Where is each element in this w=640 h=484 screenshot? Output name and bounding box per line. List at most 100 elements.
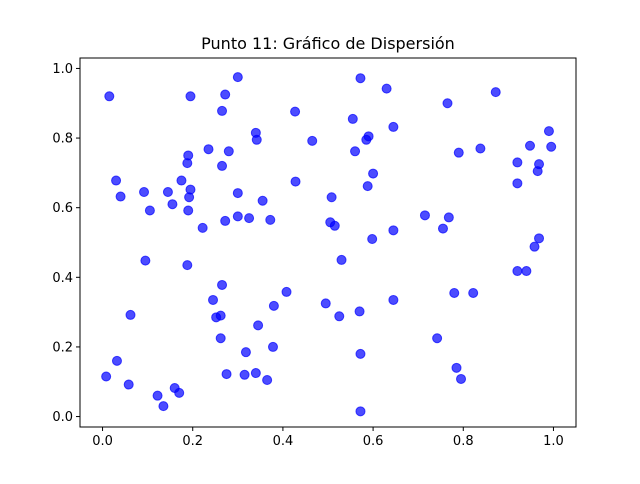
data-point-96 (174, 387, 185, 398)
data-point-12 (543, 126, 554, 137)
y-tick-label: 0.4 (52, 271, 73, 286)
data-point-60 (534, 233, 545, 244)
data-point-87 (451, 362, 462, 373)
y-tick-label: 1.0 (52, 62, 73, 77)
data-point-78 (334, 311, 345, 322)
data-point-38 (162, 187, 173, 198)
axes-frame (79, 57, 577, 428)
data-point-63 (140, 255, 151, 266)
data-point-93 (456, 373, 467, 384)
data-point-20 (203, 144, 214, 155)
data-point-23 (475, 143, 486, 154)
data-point-84 (240, 347, 251, 358)
data-point-77 (211, 312, 222, 323)
data-point-80 (253, 320, 264, 331)
x-tick-label: 0.8 (453, 434, 474, 449)
data-point-18 (525, 140, 536, 151)
data-point-22 (350, 146, 361, 157)
data-point-33 (176, 175, 187, 186)
data-point-90 (239, 369, 250, 380)
data-point-62 (336, 254, 347, 265)
data-point-42 (232, 188, 243, 199)
data-point-9 (290, 106, 301, 117)
data-point-21 (223, 146, 234, 157)
data-point-48 (232, 211, 243, 222)
data-point-57 (388, 225, 399, 236)
data-point-88 (101, 371, 112, 382)
data-point-4 (355, 73, 366, 84)
data-point-74 (268, 300, 279, 311)
data-point-17 (307, 135, 318, 146)
data-point-50 (419, 210, 430, 221)
data-point-64 (182, 260, 193, 271)
data-point-94 (123, 379, 134, 390)
data-point-85 (355, 348, 366, 359)
data-point-7 (490, 87, 501, 98)
data-point-6 (442, 98, 453, 109)
data-point-36 (512, 178, 523, 189)
data-point-27 (217, 160, 228, 171)
x-tick-label: 0.2 (182, 434, 203, 449)
data-point-24 (453, 147, 464, 158)
data-point-11 (388, 121, 399, 132)
data-point-79 (354, 306, 365, 317)
data-point-55 (329, 220, 340, 231)
data-point-3 (220, 89, 231, 100)
x-tick-label: 0.6 (363, 434, 384, 449)
data-point-61 (529, 241, 540, 252)
points-layer (101, 72, 557, 417)
data-point-99 (355, 406, 366, 417)
data-point-47 (183, 205, 194, 216)
data-point-51 (443, 212, 454, 223)
data-point-56 (197, 222, 208, 233)
x-tick-label: 0.0 (92, 434, 113, 449)
data-point-32 (111, 175, 122, 186)
data-point-82 (432, 333, 443, 344)
data-point-69 (449, 287, 460, 298)
data-point-68 (281, 286, 292, 297)
data-point-49 (244, 213, 255, 224)
data-point-46 (144, 205, 155, 216)
data-point-86 (111, 355, 122, 366)
x-tick-label: 1.0 (543, 434, 564, 449)
data-point-10 (347, 113, 358, 124)
data-point-16 (251, 134, 262, 145)
data-point-5 (381, 83, 392, 94)
data-point-81 (215, 333, 226, 344)
data-point-97 (152, 390, 163, 401)
data-point-52 (220, 215, 231, 226)
data-point-98 (158, 401, 169, 412)
data-point-2 (232, 72, 243, 83)
y-tick-label: 0.8 (52, 132, 73, 147)
data-point-41 (184, 192, 195, 203)
chart-title: Punto 11: Gráfico de Dispersión (201, 34, 455, 53)
data-point-40 (115, 191, 126, 202)
data-point-71 (208, 294, 219, 305)
data-point-26 (182, 158, 193, 169)
data-point-91 (250, 368, 261, 379)
data-point-58 (437, 223, 448, 234)
data-point-45 (167, 199, 178, 210)
data-point-28 (512, 157, 523, 168)
data-point-35 (362, 181, 373, 192)
data-point-83 (267, 341, 278, 352)
data-point-44 (257, 195, 268, 206)
data-point-67 (217, 279, 228, 290)
x-axis: 0.0 0.2 0.4 0.6 0.8 1.0 (92, 427, 564, 449)
data-point-34 (290, 176, 301, 187)
y-tick-label: 0.0 (52, 410, 73, 425)
data-point-65 (512, 266, 523, 277)
x-tick-label: 0.4 (273, 434, 294, 449)
data-point-30 (368, 168, 379, 179)
data-point-31 (532, 166, 543, 177)
data-point-39 (139, 187, 150, 198)
data-point-73 (320, 298, 331, 309)
data-point-8 (217, 105, 228, 116)
data-point-43 (326, 192, 337, 203)
y-tick-label: 0.6 (52, 201, 73, 216)
data-point-1 (185, 91, 196, 102)
data-point-70 (468, 287, 479, 298)
data-point-89 (221, 369, 232, 380)
